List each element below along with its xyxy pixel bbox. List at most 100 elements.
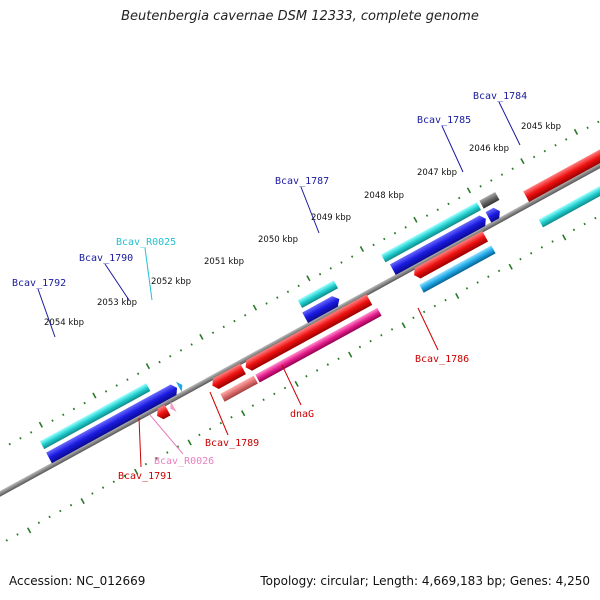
leader-line [144,247,153,301]
minor-tick [500,173,504,176]
minor-tick [179,349,183,352]
gene-bcav-1792-arrow[interactable] [46,391,165,464]
gene-bcav-r0026-arrow[interactable] [167,401,177,413]
kbp-tick-row-lower [5,216,597,542]
major-tick [573,128,579,135]
gene-label-bcav-1792[interactable]: Bcav_1792 [12,278,66,289]
minor-tick [211,331,215,335]
gene-dnaG-cds[interactable] [255,307,382,383]
minor-tick [350,255,354,258]
kbp-label: 2050 kbp [258,235,298,245]
minor-tick [465,287,469,290]
gene-label-bcav-r0025[interactable]: Bcav_R0025 [116,237,176,248]
minor-tick [37,521,41,525]
leader-line [281,364,302,406]
kbp-label: 2052 kbp [151,277,191,287]
gene-bcav-1792-cds[interactable] [39,383,151,450]
kbp-label: 2047 kbp [417,168,457,178]
minor-tick [286,290,290,294]
minor-tick [230,416,233,419]
major-tick [38,421,44,428]
map-title: Beutenbergia cavernae DSM 12333, complet… [121,9,479,24]
major-tick [27,527,32,534]
minor-tick [529,251,533,255]
minor-tick [265,302,268,305]
kbp-label: 2053 kbp [97,298,137,308]
minor-tick [208,427,212,431]
gene-label-dnag[interactable]: dnaG [290,409,314,420]
gene-bcav-r0025-arrow[interactable] [175,380,185,393]
gene-bcav-1787-cds[interactable] [297,280,339,308]
gene-bcav-1790-arrow[interactable] [154,383,180,405]
gene-bcav-1789-arrow[interactable] [209,363,246,391]
minor-tick [412,316,415,319]
gene-label-bcav-1787[interactable]: Bcav_1787 [275,176,329,187]
gene-bcav-1784-arrow[interactable] [485,206,503,223]
kbp-label: 2046 kbp [469,144,509,154]
leader-line [37,288,56,338]
major-tick [348,351,353,358]
gene-bcav-1791-arrow[interactable] [154,404,171,421]
minor-tick [532,155,536,159]
gene-bcav-1786-arrow[interactable] [411,230,489,280]
kbp-label: 2045 kbp [521,122,561,132]
gene-label-bcav-1790[interactable]: Bcav_1790 [79,253,133,264]
minor-tick [543,149,546,153]
gene-label-bcav-1784[interactable]: Bcav_1784 [473,91,527,102]
gene-bcav-1789-cds[interactable] [220,375,258,402]
minor-tick [487,275,490,278]
gene-dnaG-arrow[interactable] [243,294,373,372]
leader-line [498,101,521,146]
minor-tick [8,442,11,446]
genome-backbone [0,109,600,527]
minor-tick [318,272,322,276]
minor-tick [69,503,73,507]
major-tick [413,216,418,223]
kbp-label: 2049 kbp [311,213,351,223]
gene-label-bcav-1789[interactable]: Bcav_1789 [205,438,259,449]
minor-tick [273,392,276,396]
major-tick [455,293,460,300]
gene-bcav-1785-cds[interactable] [381,202,482,263]
minor-tick [511,167,514,170]
gene-label-bcav-1785[interactable]: Bcav_1785 [417,115,471,126]
minor-tick [16,533,19,536]
minor-tick [490,179,493,182]
minor-tick [115,384,118,387]
minor-tick [551,240,554,243]
gene-bcav-1784-cds[interactable] [479,192,500,209]
major-tick [306,275,311,282]
minor-tick [497,269,501,273]
minor-tick [583,222,586,226]
gene-label-bcav-r0026[interactable]: Bcav_R0026 [154,456,214,467]
gene-right-forward-arrow[interactable] [523,147,600,202]
major-tick [359,245,365,253]
minor-tick [198,433,201,437]
kbp-label: 2051 kbp [204,257,244,267]
minor-tick [479,185,482,188]
minor-tick [91,492,94,495]
gene-label-bcav-1791[interactable]: Bcav_1791 [118,471,172,482]
kbp-tick-row-upper [0,120,600,452]
genome-summary-text: Topology: circular; Length: 4,669,183 bp… [260,574,590,588]
major-tick [187,439,192,446]
minor-tick [329,267,332,270]
leader-line [209,391,229,436]
gene-label-bcav-1786[interactable]: Bcav_1786 [415,354,469,365]
gene-bcav-1785-arrow[interactable] [389,214,489,275]
minor-tick [305,375,308,378]
major-tick [508,263,513,270]
major-tick [562,234,567,241]
minor-tick [19,436,22,440]
gene-right-reverse-cds[interactable] [538,175,600,228]
minor-tick [594,216,597,220]
minor-tick [101,486,105,489]
leader-line [300,186,320,234]
major-tick [80,498,85,505]
minor-tick [572,228,576,232]
minor-tick [540,246,544,249]
gene-bcav-1786-cds[interactable] [419,245,496,293]
gene-bcav-1787-arrow[interactable] [302,294,342,323]
minor-tick [390,328,394,331]
